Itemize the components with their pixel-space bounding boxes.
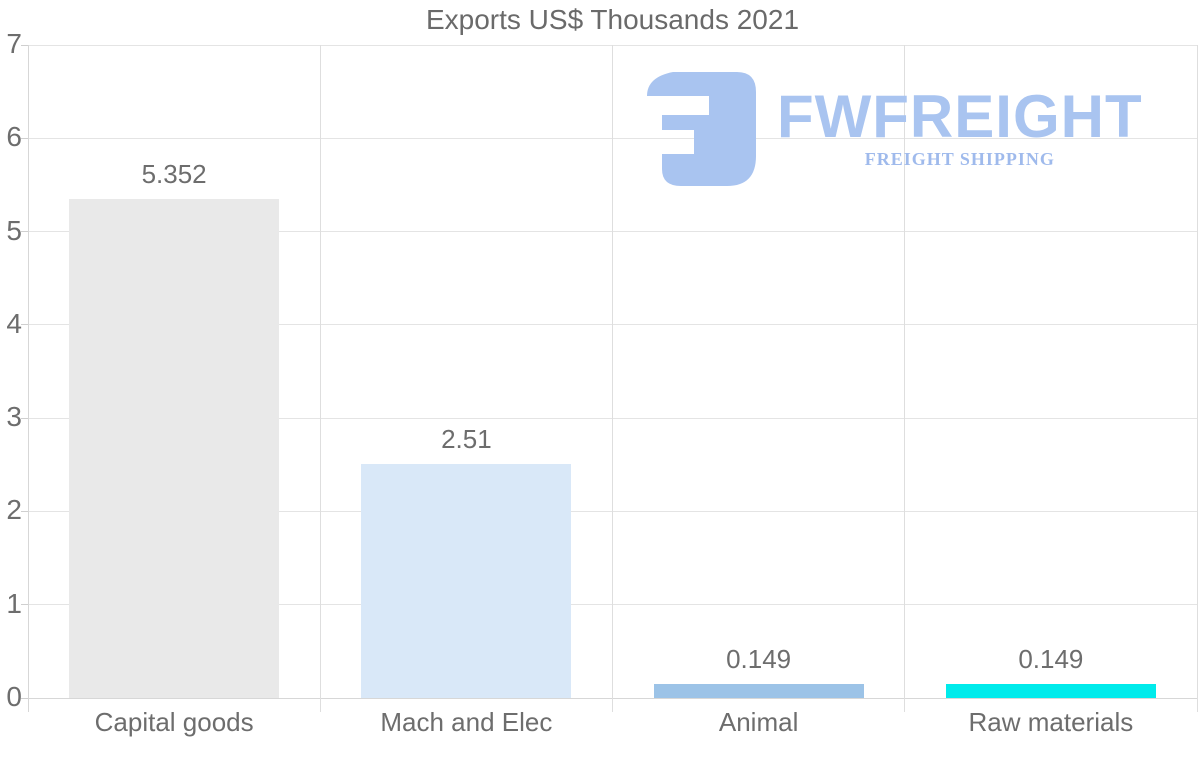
y-tick-label: 0 xyxy=(6,680,22,712)
bar-capital-goods xyxy=(69,198,280,698)
gridline-v xyxy=(904,45,906,712)
bar-animal xyxy=(653,684,864,698)
bar-mach-and-elec xyxy=(361,463,572,698)
gridline-v xyxy=(612,45,613,712)
y-tick-label: 3 xyxy=(6,401,22,433)
plot-area: 5.352 2.51 0.149 0.149 xyxy=(21,44,1198,712)
gridline-v xyxy=(319,45,321,712)
x-category-label: Raw materials xyxy=(968,707,1134,737)
y-tick-label: 6 xyxy=(6,121,22,153)
brand-tagline: FREIGHT SHIPPING xyxy=(864,148,1055,169)
bar-column: 5.352 xyxy=(28,45,320,698)
y-tick-label: 7 xyxy=(6,27,22,59)
brand-text-block: FWFREIGHT FREIGHT SHIPPING xyxy=(777,85,1143,170)
bar-value-label: 0.149 xyxy=(1018,644,1084,675)
bar-value-label: 2.51 xyxy=(441,423,492,454)
y-axis-tick xyxy=(21,510,28,512)
y-tick-label: 2 xyxy=(6,494,22,526)
bar-value-label: 0.149 xyxy=(726,644,792,675)
y-axis-tick xyxy=(21,417,28,419)
y-axis-tick xyxy=(21,697,28,699)
y-tick-label: 5 xyxy=(6,214,22,246)
y-axis-tick xyxy=(21,137,28,139)
bar-value-label: 5.352 xyxy=(141,158,207,189)
y-axis-tick xyxy=(21,324,28,326)
y-axis-line xyxy=(27,45,29,712)
gridline-v xyxy=(1196,45,1198,712)
bar-raw-materials xyxy=(945,684,1156,698)
bar-column: 2.51 xyxy=(320,45,612,698)
bar-column: 0.149 xyxy=(613,45,905,698)
x-category-label: Animal xyxy=(718,707,799,737)
fwfreight-logo-icon xyxy=(647,72,756,186)
y-axis-tick xyxy=(21,604,28,606)
brand-name: FWFREIGHT xyxy=(777,82,1143,150)
y-axis-tick xyxy=(21,231,28,233)
chart-title: Exports US$ Thousands 2021 xyxy=(425,4,800,35)
y-tick-label: 1 xyxy=(6,587,22,619)
bar-column: 0.149 xyxy=(905,45,1197,698)
x-category-label: Mach and Elec xyxy=(380,707,553,737)
y-tick-label: 4 xyxy=(6,307,22,339)
x-category-label: Capital goods xyxy=(94,707,254,737)
watermark-logo: FWFREIGHT FREIGHT SHIPPING xyxy=(645,66,1143,188)
y-axis-tick xyxy=(21,44,28,46)
